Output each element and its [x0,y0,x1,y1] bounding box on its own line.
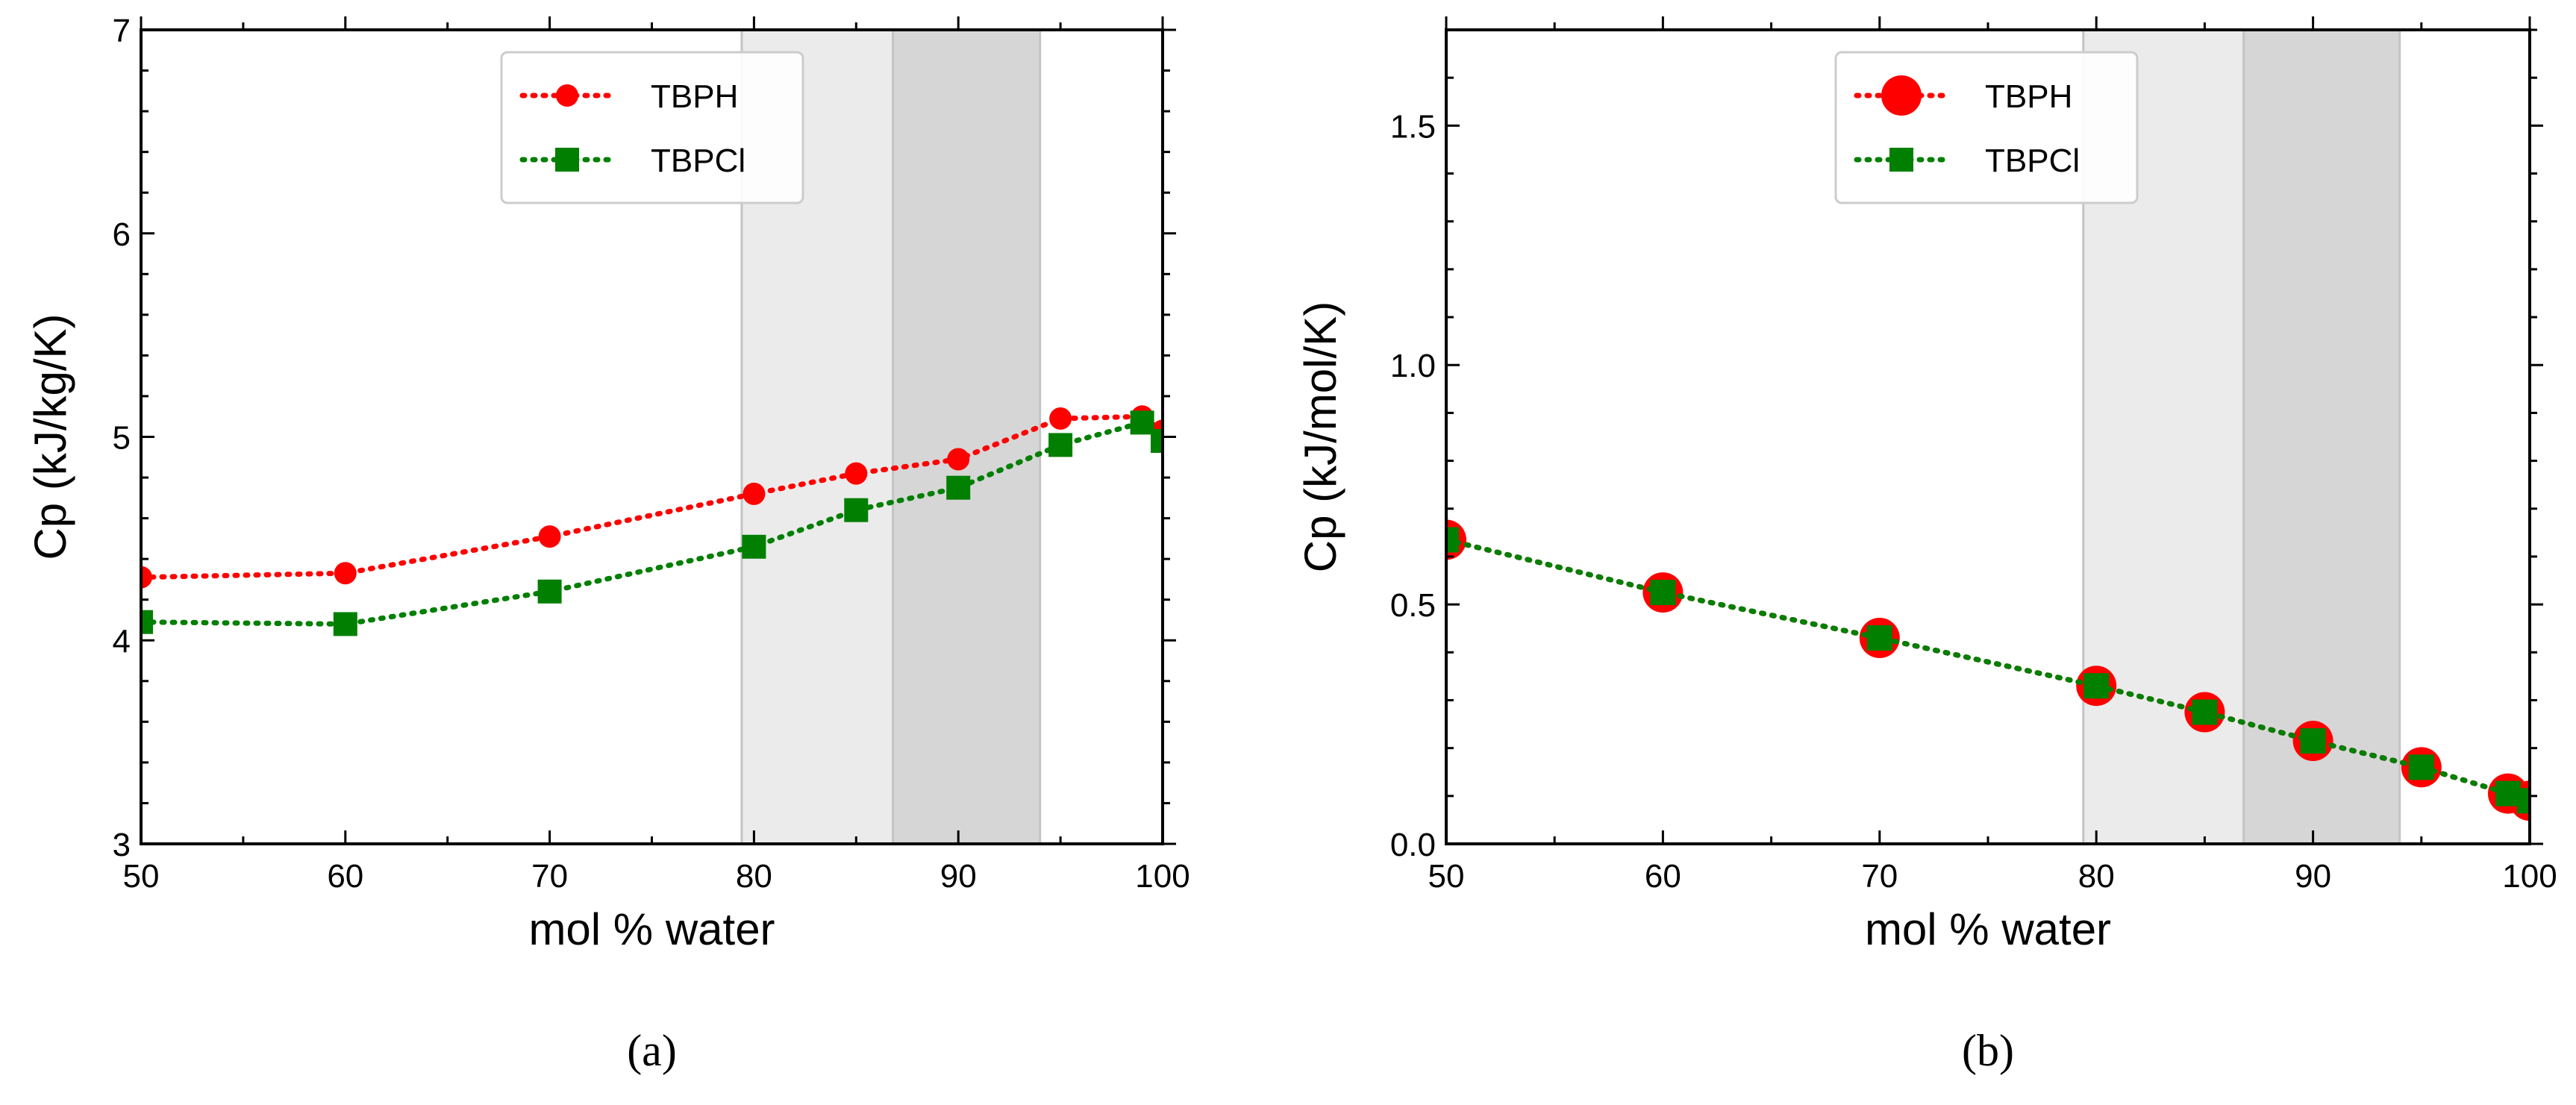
y-tick-label: 1.0 [1390,348,1436,384]
legend-marker-tbpcl [555,148,579,172]
point-tbph-6 [1049,407,1072,430]
x-tick-label: 50 [1428,858,1465,895]
x-tick-label: 60 [1645,858,1681,895]
point-tbph-5 [947,448,970,471]
plot-area [141,405,1163,636]
x-tick-label: 60 [327,858,363,895]
point-tbpcl-1 [1650,580,1676,606]
x-tick-label: 90 [2295,858,2331,895]
legend-marker-tbph [556,84,578,107]
y-tick-label: 7 [113,13,131,49]
point-tbpcl-3 [2083,673,2110,699]
plot-area [1446,519,2530,821]
y-tick-label: 3 [113,827,131,863]
x-tick-label: 70 [1861,858,1898,895]
point-tbpcl-6 [1048,433,1073,457]
x-axis-label: mol % water [1865,904,2111,954]
point-tbpcl-4 [2192,699,2218,725]
legend-label-tbpcl: TBPCl [651,143,745,179]
point-tbpcl-5 [2300,728,2326,754]
x-tick-label: 90 [940,858,977,895]
legend-marker-tbph [1881,75,1922,116]
y-tick-label: 6 [113,216,131,253]
point-tbpcl-0 [1446,527,1459,553]
point-tbpcl-7 [2495,780,2521,807]
y-axis-label: Cp (kJ/mol/K) [1295,301,1345,572]
legend-label-tbph: TBPH [651,78,738,115]
point-tbpcl-2 [537,579,562,604]
point-tbpcl-8 [1151,428,1163,453]
chart-panel-0: 50 60 70 80 90 100 3 4 5 6 7 mol % water Cp (kJ/kg/K… [25,13,1190,1075]
point-tbpcl-2 [1866,625,1892,651]
point-tbph-3 [743,482,766,505]
point-tbpcl-8 [2517,788,2530,814]
point-tbpcl-0 [141,610,153,634]
legend-label-tbpcl: TBPCl [1985,143,2080,179]
legend-box [500,51,804,204]
x-tick-label: 80 [736,858,772,895]
x-tick-label: 100 [1135,858,1189,895]
x-tick-label: 70 [531,858,568,895]
point-tbph-4 [845,462,868,485]
shaded-region-1 [2243,30,2400,844]
y-tick-label: 4 [113,623,131,660]
x-tick-label: 80 [2078,858,2115,895]
point-tbph-0 [141,566,152,589]
x-axis-label: mol % water [528,904,775,954]
point-tbpcl-4 [844,498,869,522]
y-axis-label: Cp (kJ/kg/K) [25,313,75,560]
chart-panel-1: 50 60 70 80 90 100 0.0 0.5 1.0 1.5 mol % water Cp (… [1295,16,2557,1075]
legend-box [1834,51,2139,204]
point-tbpcl-3 [742,534,766,559]
legend-label-tbph: TBPH [1985,78,2072,115]
y-tick-label: 5 [113,420,131,457]
point-tbpcl-5 [946,475,971,500]
point-tbpcl-7 [1130,410,1154,435]
point-tbph-2 [538,525,561,548]
y-tick-label: 0.5 [1390,587,1436,624]
y-tick-label: 0.0 [1390,827,1436,863]
point-tbph-1 [334,562,357,585]
legend: TBPH TBPCl [500,51,804,204]
legend-marker-tbpcl [1889,148,1913,172]
panel-caption: (a) [627,1026,677,1075]
x-tick-label: 100 [2502,858,2557,895]
legend: TBPH TBPCl [1834,51,2139,204]
point-tbpcl-1 [333,612,357,636]
point-tbpcl-6 [2408,754,2434,780]
y-tick-label: 1.5 [1390,108,1436,145]
x-tick-label: 50 [123,858,160,895]
panel-caption: (b) [1962,1026,2014,1075]
